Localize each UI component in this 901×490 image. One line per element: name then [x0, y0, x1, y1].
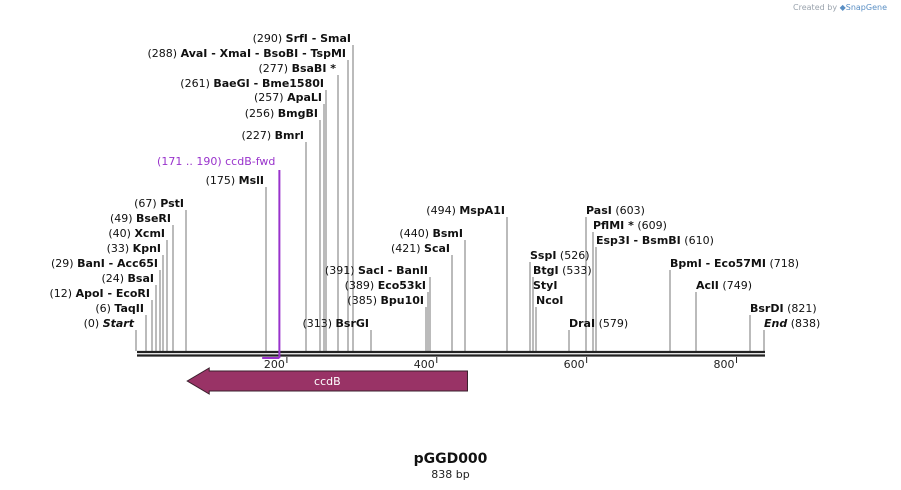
site-labels: (0) Start (6) TaqII (12) ApoI - EcoRI (24) …	[50, 32, 821, 330]
site-label-esp3i[interactable]: Esp3I - BsmBI (610)	[596, 234, 714, 247]
dna-backbone	[137, 350, 765, 357]
primers: (171 .. 190) ccdB-fwd	[157, 155, 281, 359]
site-label-pasi[interactable]: PasI (603)	[586, 204, 645, 217]
features: ccdB	[186, 367, 468, 395]
site-label-bsrgi[interactable]: (313) BsrGI	[302, 317, 369, 330]
site-label-eco53ki[interactable]: (389) Eco53kI	[345, 279, 426, 292]
snapgene-logo-icon: ◆	[839, 3, 846, 12]
site-label-bpmi[interactable]: BpmI - Eco57MI (718)	[670, 257, 799, 270]
site-label-psti[interactable]: (67) PstI	[134, 197, 184, 210]
site-ticks	[135, 45, 765, 351]
site-label-baegi[interactable]: (261) BaeGI - Bme1580I	[180, 77, 324, 90]
site-label-start[interactable]: (0) Start	[84, 317, 135, 330]
site-label-srfi[interactable]: (290) SrfI - SmaI	[253, 32, 351, 45]
site-label-styi[interactable]: StyI	[533, 279, 557, 292]
site-label-bsmi[interactable]: (440) BsmI	[399, 227, 463, 240]
ruler-label-400: 400	[414, 358, 435, 371]
site-label-scai[interactable]: (421) ScaI	[391, 242, 450, 255]
credit-brand: SnapGene	[845, 3, 887, 12]
site-label-taqii[interactable]: (6) TaqII	[95, 302, 144, 315]
site-label-ncoi[interactable]: NcoI	[536, 294, 563, 307]
snapgene-credit: Created by ◆SnapGene	[793, 3, 887, 12]
sequence-name: pGGD000	[413, 451, 488, 467]
site-label-sspi[interactable]: SspI (526)	[530, 249, 590, 262]
site-label-bsabi[interactable]: (277) BsaBI *	[259, 62, 337, 75]
site-label-bsai[interactable]: (24) BsaI	[101, 272, 154, 285]
ruler: 200 400 600 800	[264, 357, 738, 371]
feature-arrow-ccdb[interactable]	[186, 367, 468, 395]
site-label-apali[interactable]: (257) ApaLI	[254, 91, 322, 104]
site-label-acli[interactable]: AclI (749)	[696, 279, 752, 292]
site-label-kpni[interactable]: (33) KpnI	[107, 242, 161, 255]
site-label-avai[interactable]: (288) AvaI - XmaI - BsoBI - TspMI	[148, 47, 347, 60]
site-label-bsrdi[interactable]: BsrDI (821)	[750, 302, 817, 315]
feature-label-ccdb: ccdB	[314, 375, 341, 388]
site-label-msli[interactable]: (175) MslI	[206, 174, 264, 187]
site-label-mspa1i[interactable]: (494) MspA1I	[426, 204, 505, 217]
site-label-end[interactable]: End (838)	[764, 317, 820, 330]
ruler-label-600: 600	[564, 358, 585, 371]
site-label-bseri[interactable]: (49) BseRI	[110, 212, 171, 225]
ruler-label-800: 800	[714, 358, 735, 371]
site-label-saci[interactable]: (391) SacI - BanII	[325, 264, 428, 277]
sequence-length: 838 bp	[431, 468, 470, 481]
site-label-bmri[interactable]: (227) BmrI	[242, 129, 304, 142]
site-label-apoi[interactable]: (12) ApoI - EcoRI	[50, 287, 151, 300]
credit-prefix: Created by	[793, 3, 838, 12]
site-label-bpu10i[interactable]: (385) Bpu10I	[347, 294, 424, 307]
site-label-xcmi[interactable]: (40) XcmI	[108, 227, 165, 240]
ruler-label-200: 200	[264, 358, 285, 371]
site-label-bmgbi[interactable]: (256) BmgBI	[245, 107, 318, 120]
primer-label-ccdb-fwd[interactable]: (171 .. 190) ccdB-fwd	[157, 155, 275, 168]
site-label-pflmi[interactable]: PflMI * (609)	[593, 219, 667, 232]
site-label-drai[interactable]: DraI (579)	[569, 317, 628, 330]
site-label-btgi[interactable]: BtgI (533)	[533, 264, 592, 277]
site-label-bani[interactable]: (29) BanI - Acc65I	[51, 257, 158, 270]
